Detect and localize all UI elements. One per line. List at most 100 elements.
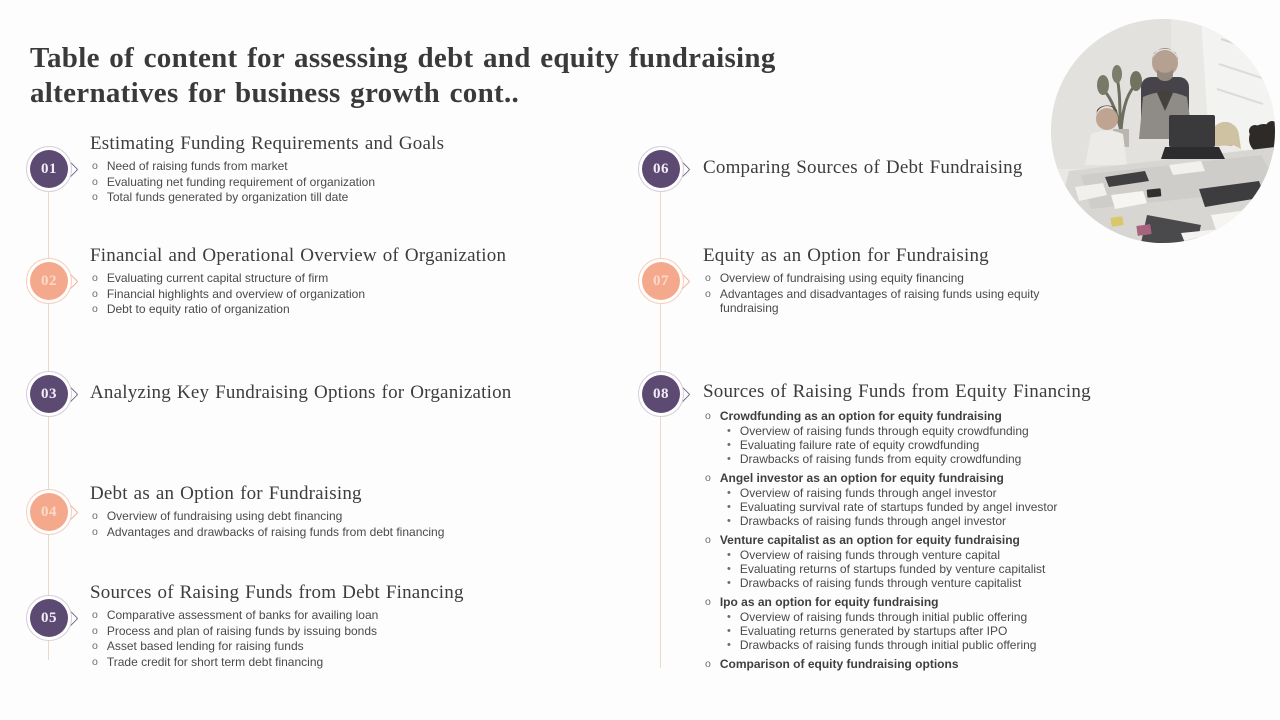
section-title: Debt as an Option for Fundraising — [90, 483, 362, 504]
bullet-item: o Asset based lending for raising funds — [92, 639, 570, 654]
section-number-badge: 08 — [638, 371, 691, 417]
sub-bullet-text: Evaluating returns generated by startups… — [739, 624, 1008, 639]
circle-bullet-marker: o — [705, 658, 711, 671]
dot-bullet-marker: • — [727, 486, 731, 499]
dot-bullet-marker: • — [727, 639, 731, 652]
section-body: Estimating Funding Requirements and Goal… — [90, 132, 570, 205]
dot-bullet-marker: • — [727, 438, 731, 451]
sub-bullet-text: Drawbacks of raising funds through initi… — [739, 638, 1037, 653]
sub-bullet-item: • Evaluating failure rate of equity crowd… — [727, 438, 1138, 452]
bullet-item: o Overview of fundraising using equity fi… — [705, 271, 1048, 286]
sub-bullet-text: Evaluating returns of startups funded by… — [739, 561, 1046, 576]
bullet-text: Comparison of equity fundraising options — [719, 657, 959, 672]
bullet-text: Total funds generated by organization ti… — [106, 190, 349, 204]
bullet-text: Process and plan of raising funds by iss… — [106, 623, 378, 638]
circle-bullet-marker: o — [705, 534, 711, 547]
right-timeline-line — [660, 168, 661, 668]
sub-bullet-text: Drawbacks of raising funds through ventu… — [739, 576, 1022, 591]
circle-bullet-marker: o — [92, 287, 98, 300]
dot-bullet-marker: • — [727, 452, 731, 465]
sub-bullet-text: Drawbacks of raising funds through angel… — [739, 514, 1007, 529]
sub-bullet-item: • Drawbacks of raising funds through ange… — [727, 514, 1138, 528]
bullet-item: o Comparative assessment of banks for ava… — [92, 608, 570, 623]
section-number-badge: 06 — [638, 146, 691, 192]
section-title: Sources of Raising Funds from Debt Finan… — [90, 582, 464, 603]
section-number-badge: 05 — [26, 595, 79, 641]
bullet-item: o Process and plan of raising funds by is… — [92, 624, 570, 639]
section-bullets: o Comparative assessment of banks for ava… — [92, 608, 570, 669]
section-body: Sources of Raising Funds from Debt Finan… — [90, 581, 570, 669]
bullet-item: o Venture capitalist as an option for equ… — [705, 533, 1138, 548]
bullet-text: Venture capitalist as an option for equi… — [719, 533, 1020, 548]
bullet-item: o Advantages and disadvantages of raising… — [705, 287, 1048, 316]
sub-bullet-item: • Drawbacks of raising funds through init… — [727, 638, 1138, 652]
sub-bullet-item: • Evaluating returns generated by startup… — [727, 624, 1138, 638]
section-number-badge: 03 — [26, 371, 79, 417]
team-meeting-photo-illustration — [1051, 19, 1275, 243]
circle-bullet-marker: o — [705, 287, 711, 300]
page-title-rest-part: for assessing debt and equity fundraisin… — [30, 42, 776, 110]
bullet-text: Crowdfunding as an option for equity fun… — [719, 409, 1002, 423]
bullet-item: o Evaluating net funding requirement of o… — [92, 175, 570, 190]
sub-bullet-text: Drawbacks of raising funds from equity c… — [739, 451, 1022, 466]
circle-bullet-marker: o — [92, 303, 98, 315]
badge-circle: 04 — [30, 493, 68, 531]
sub-bullet-item: • Evaluating survival rate of startups fu… — [727, 500, 1138, 514]
bullet-text: Comparative assessment of banks for avai… — [106, 608, 379, 622]
section-number: 08 — [653, 385, 669, 402]
bullet-text: Advantages and disadvantages of raising … — [719, 286, 1040, 316]
section-title: Estimating Funding Requirements and Goal… — [90, 133, 445, 154]
badge-circle: 05 — [30, 599, 68, 637]
sub-bullet-item: • Overview of raising funds through equit… — [727, 424, 1138, 438]
page-title-bold-part: Table of content — [30, 42, 238, 75]
sub-bullet-item: • Overview of raising funds through angel… — [727, 486, 1138, 500]
sub-bullet-text: Overview of raising funds through equity… — [739, 423, 1029, 438]
circle-bullet-marker: o — [92, 624, 98, 637]
dot-bullet-marker: • — [727, 577, 731, 590]
badge-circle: 06 — [642, 150, 680, 188]
badge-circle: 01 — [30, 150, 68, 188]
sub-bullet-text: Evaluating survival rate of startups fun… — [739, 499, 1058, 514]
bullet-text: Financial highlights and overview of org… — [106, 286, 365, 301]
sub-bullet-text: Overview of raising funds through angel … — [739, 485, 997, 500]
dot-bullet-marker: • — [727, 548, 731, 561]
section-body: Equity as an Option for Fundraising o Ove… — [703, 244, 1048, 316]
section-number: 07 — [653, 272, 669, 289]
bullet-text: Debt to equity ratio of organization — [106, 302, 290, 316]
section-bullets: o Overview of fundraising using debt fina… — [92, 509, 570, 539]
bullet-text: Evaluating current capital structure of … — [106, 271, 329, 285]
section-body: Debt as an Option for Fundraising o Overv… — [90, 482, 570, 539]
section-bullets: o Need of raising funds from market o Evalu… — [92, 159, 570, 205]
bullet-item: o Crowdfunding as an option for equity fu… — [705, 409, 1138, 424]
circle-bullet-marker: o — [705, 472, 711, 485]
section-number-badge: 01 — [26, 146, 79, 192]
dot-bullet-marker: • — [727, 500, 731, 513]
circle-bullet-marker: o — [92, 640, 98, 652]
circle-bullet-marker: o — [705, 410, 711, 422]
section-bullets: o Crowdfunding as an option for equity fu… — [705, 409, 1138, 672]
section-number: 02 — [41, 272, 57, 289]
circle-bullet-marker: o — [705, 596, 711, 609]
section-body: Financial and Operational Overview of Or… — [90, 244, 600, 317]
section-number: 03 — [41, 385, 57, 402]
bullet-item: o Debt to equity ratio of organization — [92, 302, 600, 317]
bullet-item: o Angel investor as an option for equity … — [705, 471, 1138, 486]
badge-circle: 07 — [642, 262, 680, 300]
circle-bullet-marker: o — [92, 191, 98, 203]
circle-bullet-marker: o — [92, 510, 98, 522]
bullet-item: o Overview of fundraising using debt fina… — [92, 509, 570, 524]
sub-bullet-text: Overview of raising funds through initia… — [739, 609, 1028, 624]
bullet-item: o Financial highlights and overview of or… — [92, 287, 600, 302]
dot-bullet-marker: • — [727, 562, 731, 575]
bullet-text: Trade credit for short term debt financi… — [106, 654, 324, 669]
badge-circle: 03 — [30, 375, 68, 413]
section-title: Comparing Sources of Debt Fundraising — [703, 157, 1023, 178]
circle-bullet-marker: o — [92, 175, 98, 188]
dot-bullet-marker: • — [727, 625, 731, 638]
section-number: 04 — [41, 503, 57, 520]
section-title: Financial and Operational Overview of Or… — [90, 245, 507, 266]
bullet-text: Overview of fundraising using equity fin… — [719, 271, 964, 285]
section-body: Sources of Raising Funds from Equity Fin… — [703, 380, 1138, 672]
bullet-item: o Evaluating current capital structure of… — [92, 271, 600, 286]
